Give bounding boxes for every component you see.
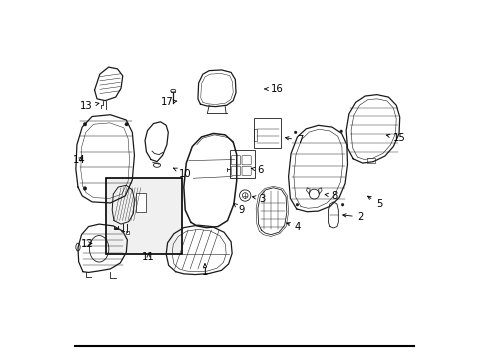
FancyBboxPatch shape	[136, 193, 146, 212]
Text: 14: 14	[73, 154, 85, 165]
FancyBboxPatch shape	[126, 231, 128, 234]
Text: 7: 7	[285, 135, 303, 145]
Text: 9: 9	[233, 203, 244, 215]
Text: 2: 2	[342, 212, 364, 222]
Text: 16: 16	[264, 84, 283, 94]
Text: 4: 4	[286, 222, 301, 232]
Circle shape	[294, 131, 296, 134]
Text: 8: 8	[325, 190, 337, 201]
Text: 10: 10	[173, 168, 191, 179]
Circle shape	[83, 122, 87, 126]
Circle shape	[126, 187, 130, 190]
Text: 11: 11	[142, 252, 155, 262]
Text: 12: 12	[81, 239, 94, 248]
Text: 15: 15	[386, 133, 405, 143]
FancyBboxPatch shape	[106, 178, 182, 254]
Circle shape	[341, 203, 343, 206]
Circle shape	[295, 203, 298, 206]
Circle shape	[339, 130, 342, 133]
Text: 3: 3	[252, 194, 265, 204]
Text: 17: 17	[161, 98, 177, 107]
Text: 6: 6	[251, 165, 264, 175]
Text: 1: 1	[202, 264, 208, 278]
Circle shape	[83, 187, 87, 190]
Text: 5: 5	[367, 196, 382, 209]
Text: 13: 13	[80, 101, 99, 111]
Circle shape	[124, 122, 128, 126]
